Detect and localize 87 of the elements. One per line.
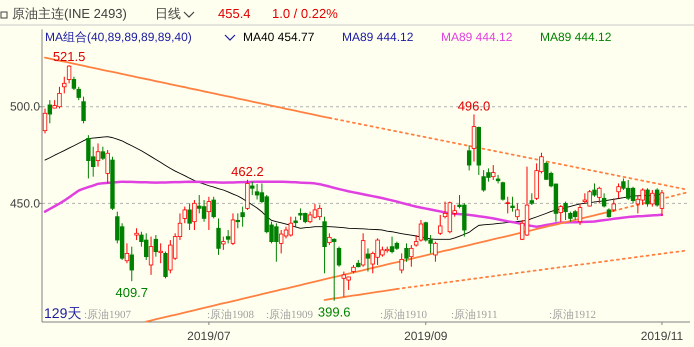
candlestick bbox=[660, 190, 664, 217]
candlestick bbox=[221, 236, 226, 250]
candlestick bbox=[240, 206, 245, 228]
candlestick bbox=[336, 246, 342, 268]
candlestick bbox=[158, 242, 163, 264]
candlestick bbox=[404, 242, 409, 262]
candlestick bbox=[510, 196, 515, 212]
candlestick bbox=[96, 142, 100, 168]
candlestick bbox=[438, 214, 442, 236]
annotation: 521.5 bbox=[52, 49, 86, 64]
chart-subtitle: 日线 bbox=[155, 6, 181, 21]
candlestick bbox=[558, 204, 563, 222]
candlestick bbox=[466, 144, 472, 171]
candlestick bbox=[654, 188, 660, 208]
candlestick bbox=[48, 100, 52, 124]
candlestick bbox=[650, 190, 655, 208]
candlestick bbox=[230, 212, 236, 246]
candlestick bbox=[500, 181, 506, 202]
annotation: :原油1907 bbox=[84, 308, 132, 321]
candlestick bbox=[530, 192, 534, 206]
candlestick bbox=[409, 244, 414, 268]
text: 1.0 / 0.22% bbox=[272, 6, 338, 21]
candlestick bbox=[212, 196, 216, 219]
candlestick bbox=[293, 216, 298, 228]
annotation: :原油1909 bbox=[266, 308, 314, 321]
candlestick bbox=[216, 218, 221, 256]
legend-label: MA89 444.12 bbox=[540, 30, 612, 44]
x-tick-label: 2019/09 bbox=[404, 329, 448, 343]
annotation: :原油1912 bbox=[549, 308, 596, 321]
candlestick bbox=[250, 181, 254, 196]
candlestick bbox=[602, 192, 606, 208]
candlestick bbox=[332, 238, 336, 302]
candlestick bbox=[236, 212, 240, 229]
candlestick bbox=[72, 76, 76, 91]
x-tick-label: 2019/07 bbox=[187, 329, 231, 343]
candlestick bbox=[366, 248, 370, 272]
annotation: 462.2 bbox=[231, 164, 264, 179]
annotation: :原油1910 bbox=[380, 308, 428, 321]
candlestick bbox=[418, 219, 424, 242]
y-tick-label: 500.0 bbox=[10, 100, 40, 114]
candlestick bbox=[124, 242, 130, 264]
candlestick bbox=[578, 203, 582, 226]
candlestick bbox=[645, 188, 650, 208]
candlestick bbox=[612, 198, 616, 212]
candlestick bbox=[399, 252, 404, 274]
candlestick bbox=[100, 146, 106, 161]
candlestick bbox=[105, 149, 110, 184]
candlestick bbox=[506, 196, 510, 214]
candlestick bbox=[130, 246, 134, 282]
candlestick bbox=[606, 208, 612, 218]
text: 455.4 bbox=[218, 6, 251, 21]
candlestick bbox=[62, 76, 66, 94]
candlestick bbox=[182, 206, 187, 224]
candlestick bbox=[592, 182, 597, 198]
annotation: :原油1911 bbox=[451, 308, 498, 321]
candlestick bbox=[134, 228, 139, 241]
candlestick bbox=[616, 182, 621, 199]
candlestick bbox=[491, 164, 496, 180]
y-tick-label: 450.0 bbox=[10, 196, 40, 210]
candlestick bbox=[163, 251, 168, 279]
legend-label: MA89 444.12 bbox=[342, 30, 414, 44]
annotation: 129天 bbox=[44, 305, 82, 321]
candlestick bbox=[563, 201, 568, 220]
candlestick bbox=[414, 234, 418, 248]
candlestick bbox=[192, 200, 197, 231]
annotation: 496.0 bbox=[458, 98, 490, 114]
candlestick bbox=[597, 186, 602, 204]
candlestick bbox=[187, 202, 192, 231]
candlestick bbox=[66, 64, 72, 84]
text: MA40 454.77 bbox=[243, 30, 315, 44]
candlestick bbox=[148, 236, 154, 276]
annotation: :原油1908 bbox=[207, 308, 255, 321]
annotation: 409.7 bbox=[115, 285, 148, 300]
x-tick-label: 2019/11 bbox=[640, 329, 684, 343]
annotation: 399.6 bbox=[318, 304, 350, 320]
candlestick bbox=[515, 202, 520, 220]
candlestick bbox=[226, 230, 230, 244]
candlestick bbox=[472, 114, 476, 162]
candlestick bbox=[433, 241, 438, 262]
text: MA89 444.12 bbox=[441, 30, 513, 44]
candlestick bbox=[76, 86, 81, 101]
candlestick bbox=[154, 234, 158, 258]
chart-title: 原油主连(INE 2493) bbox=[12, 6, 127, 21]
candlestick bbox=[206, 196, 212, 231]
candlestick bbox=[81, 96, 86, 124]
candlestick bbox=[327, 232, 332, 246]
legend-title: MA组合(40,89,89,89,89,40) bbox=[45, 30, 192, 44]
